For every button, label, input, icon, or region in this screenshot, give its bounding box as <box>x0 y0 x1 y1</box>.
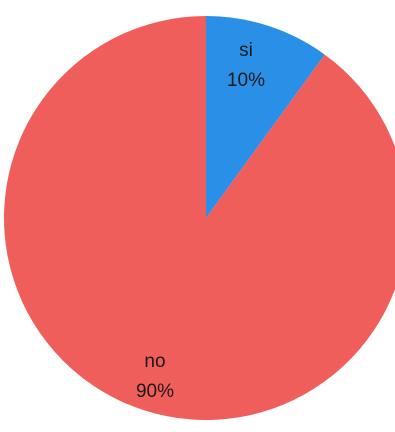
slice-percent-si: 10% <box>227 70 265 91</box>
pie-slice-no <box>4 16 395 420</box>
slice-label-no: no <box>144 351 165 372</box>
slice-percent-no: 90% <box>136 381 174 402</box>
slice-label-si: si <box>239 40 253 61</box>
pie-slice-si <box>206 16 325 218</box>
pie-labels: si 10% no 90% <box>136 40 265 402</box>
pie-slices <box>4 16 395 420</box>
